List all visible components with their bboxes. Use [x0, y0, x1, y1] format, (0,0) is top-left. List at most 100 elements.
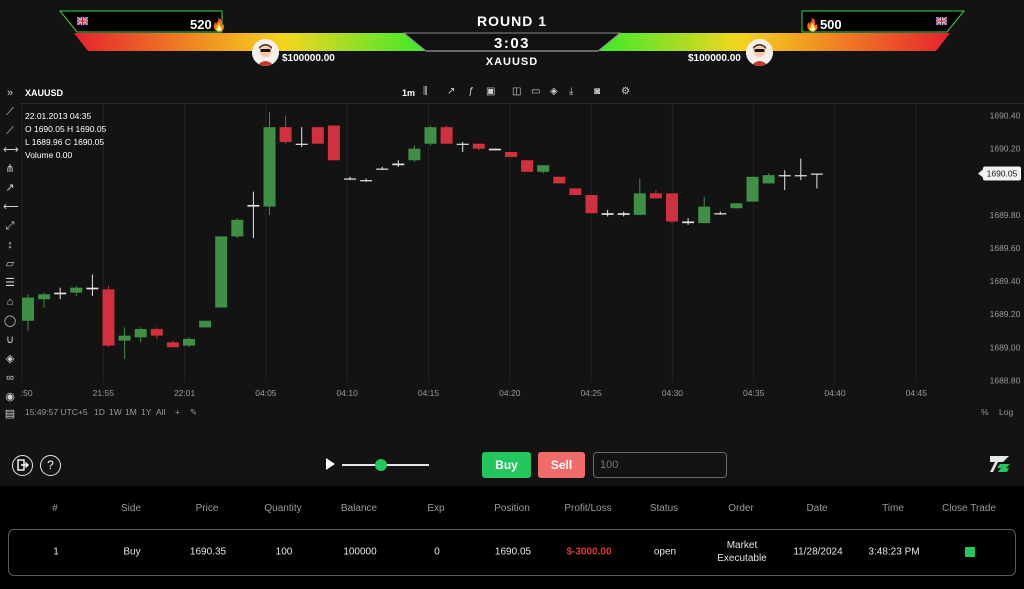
price-tick-label: 1689.80 [990, 210, 1021, 220]
cell-side: Buy [123, 546, 141, 558]
range-all[interactable]: All [156, 407, 166, 417]
range-1y[interactable]: 1Y [141, 407, 152, 417]
order-state: Executable [717, 553, 767, 564]
fire-icon: 🔥 [805, 18, 820, 32]
price-tick-label: 1688.80 [990, 375, 1021, 385]
column-header: Side [120, 503, 142, 514]
trade-controls: ? Buy Sell [0, 444, 1024, 486]
candle [408, 145, 421, 162]
interval-selector[interactable]: 1m [402, 88, 416, 98]
image-icon[interactable]: ▣ [486, 86, 496, 97]
folder-icon[interactable]: ▭ [531, 86, 541, 97]
help-icon[interactable]: ? [40, 455, 61, 476]
left-player-avatar[interactable] [252, 39, 279, 66]
play-icon[interactable] [326, 458, 335, 470]
candle [86, 274, 99, 296]
add-icon[interactable]: + [175, 407, 180, 417]
candle [295, 127, 308, 148]
range-1m[interactable]: 1M [125, 407, 137, 417]
player-avatar-icon [746, 39, 773, 66]
price-tick-label: 1690.40 [990, 111, 1021, 121]
eye-icon[interactable]: ◉ [5, 391, 15, 403]
eraser-icon[interactable]: ◈ [5, 353, 15, 365]
ellipse-icon[interactable]: ◯ [3, 315, 17, 327]
time-tick-label: 04:25 [580, 388, 602, 398]
indicators-icon[interactable]: ↗ [447, 86, 456, 97]
cell-position: 1690.05 [494, 546, 532, 558]
current-price-label: 1690.05 [978, 166, 1021, 181]
horizontal-ray-icon[interactable]: ⟵ [3, 201, 19, 213]
column-header: Profit/Loss [564, 503, 612, 514]
quantity-input[interactable] [593, 452, 727, 478]
chart-toolbar: XAUUSD 1m ⫼ ↗ ƒ ▣ ◫ ▭ ◈ ⤓ ◙ ⚙ [20, 82, 1024, 104]
price-tick-label: 1689.60 [990, 243, 1021, 253]
candle [392, 160, 405, 167]
vertical-line-icon[interactable]: ↕ [7, 239, 13, 251]
log-toggle[interactable]: Log [999, 407, 1014, 417]
candle [38, 292, 51, 308]
candle-type-icon[interactable]: ⫼ [423, 86, 428, 97]
link-icon[interactable]: ∞ [6, 372, 14, 384]
cell-order: Market Executable [717, 539, 766, 565]
time-tick-label: 04:30 [662, 388, 684, 398]
candle [553, 176, 566, 184]
candle [134, 327, 147, 343]
range-1w[interactable]: 1W [109, 407, 122, 417]
horizontal-line-icon[interactable]: ⟷ [3, 144, 19, 156]
column-header: Exp [427, 503, 445, 514]
logout-icon [16, 459, 29, 471]
function-icon[interactable]: ƒ [468, 86, 474, 97]
candle [569, 188, 582, 196]
layout-icon[interactable]: ◫ [512, 86, 522, 97]
chart-grid [21, 104, 917, 382]
extended-line-icon[interactable]: ⤢ [5, 220, 15, 232]
candle-series [22, 112, 823, 359]
pencil-icon[interactable]: ✎ [190, 407, 198, 417]
percent-toggle[interactable]: % [981, 407, 989, 417]
candle [311, 127, 324, 144]
candle [762, 173, 775, 184]
ray-icon[interactable]: ⟋ [6, 125, 14, 137]
time-tick-label: 21:50 [20, 388, 33, 398]
speed-slider-handle[interactable] [375, 459, 388, 471]
table-row[interactable]: 1 Buy 1690.35 100 100000 0 1690.05 $-300… [8, 529, 1016, 576]
camera-icon[interactable]: ◙ [594, 86, 601, 97]
column-header: Balance [340, 503, 378, 514]
fire-icon: 🔥 [211, 18, 227, 32]
right-player-avatar[interactable] [746, 39, 773, 66]
candle [183, 337, 195, 348]
pitchfork-icon[interactable]: ⋔ [5, 163, 15, 175]
arrow-icon[interactable]: ↗ [5, 182, 15, 194]
candle [166, 340, 179, 348]
cell-status: open [653, 546, 677, 558]
brush-icon[interactable]: ⌂ [6, 296, 14, 308]
sell-button[interactable]: Sell [538, 452, 585, 478]
column-header: Status [649, 503, 679, 514]
trend-line-icon[interactable]: ⟋ [6, 106, 14, 118]
settings-icon[interactable]: ⚙ [621, 86, 630, 97]
buy-button[interactable]: Buy [482, 452, 531, 478]
exit-icon[interactable] [12, 455, 33, 476]
candle [102, 286, 115, 348]
order-type: Market [726, 540, 758, 551]
parallel-channel-icon[interactable]: ▱ [5, 258, 15, 270]
trash-icon[interactable]: ▤ [4, 408, 16, 420]
time-tick-label: 22:01 [174, 388, 196, 398]
ohlc-low-close: L 1689.96 C 1690.05 [25, 137, 105, 147]
candlestick-chart[interactable]: 1690.40 1690.20 1690.05 1689.80 1689.60 1689.… [20, 104, 1024, 403]
close-trade-button[interactable] [965, 547, 975, 557]
time-tick-label: 04:35 [743, 388, 765, 398]
timezone-label[interactable]: 15:49:57 UTC+5 [25, 407, 88, 417]
expand-toolbar-icon[interactable]: » [6, 87, 14, 99]
magnet-icon[interactable]: ∪ [5, 334, 15, 346]
price-tick-label: 1689.00 [990, 342, 1021, 352]
chart-symbol[interactable]: XAUUSD [25, 88, 64, 98]
candle [778, 170, 791, 191]
fib-retracement-icon[interactable]: ☰ [5, 277, 15, 289]
candle [585, 195, 598, 214]
download-icon[interactable]: ⤓ [569, 86, 574, 97]
hud-frame [58, 10, 966, 52]
range-1d[interactable]: 1D [94, 407, 105, 417]
candle [698, 196, 711, 224]
layers-icon[interactable]: ◈ [550, 86, 558, 97]
